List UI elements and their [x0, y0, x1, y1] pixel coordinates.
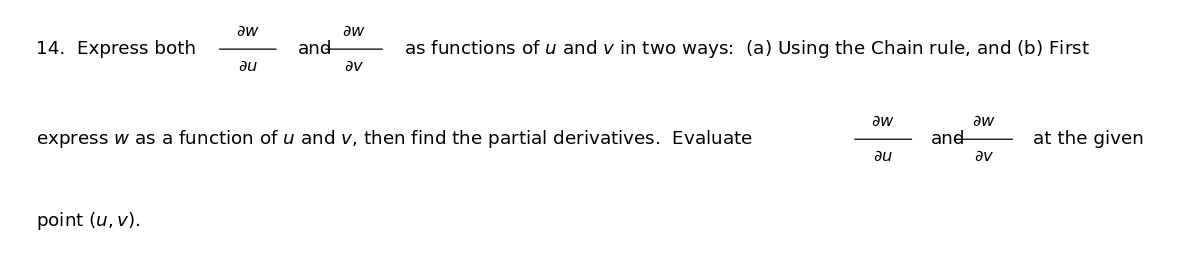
Text: $\partial w$: $\partial w$ [972, 114, 996, 129]
Text: and: and [931, 130, 966, 148]
Text: $\partial u$: $\partial u$ [874, 149, 893, 164]
Text: $\partial v$: $\partial v$ [974, 149, 994, 164]
Text: 14.  Express both: 14. Express both [36, 40, 196, 58]
Text: $\partial v$: $\partial v$ [344, 59, 364, 74]
Text: $\partial w$: $\partial w$ [871, 114, 895, 129]
Text: point $(u, v)$.: point $(u, v)$. [36, 210, 140, 232]
Text: at the given: at the given [1033, 130, 1144, 148]
Text: as functions of $u$ and $v$ in two ways:  (a) Using the Chain rule, and (b) Firs: as functions of $u$ and $v$ in two ways:… [404, 38, 1091, 60]
Text: express $w$ as a function of $u$ and $v$, then find the partial derivatives.  Ev: express $w$ as a function of $u$ and $v$… [36, 128, 754, 150]
Text: $\partial u$: $\partial u$ [238, 59, 258, 74]
Text: $\partial w$: $\partial w$ [342, 24, 366, 39]
Text: $\partial w$: $\partial w$ [236, 24, 259, 39]
Text: and: and [298, 40, 332, 58]
